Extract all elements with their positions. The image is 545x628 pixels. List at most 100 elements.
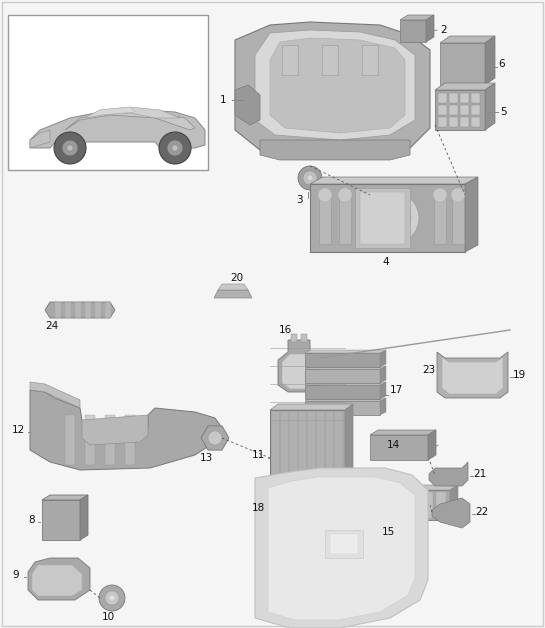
Bar xyxy=(339,194,351,244)
Polygon shape xyxy=(85,107,180,118)
Text: 23: 23 xyxy=(422,365,435,375)
Bar xyxy=(400,20,426,42)
Text: 9: 9 xyxy=(12,570,19,580)
Bar xyxy=(65,302,71,318)
Polygon shape xyxy=(30,382,80,408)
Polygon shape xyxy=(370,430,436,435)
Polygon shape xyxy=(30,130,50,148)
Text: 15: 15 xyxy=(382,527,395,537)
Polygon shape xyxy=(282,354,316,389)
Bar xyxy=(438,105,447,115)
Polygon shape xyxy=(435,83,495,90)
Bar xyxy=(270,410,345,500)
Polygon shape xyxy=(82,415,148,445)
Polygon shape xyxy=(80,495,88,540)
Text: 16: 16 xyxy=(279,325,292,335)
Bar xyxy=(460,105,469,115)
Bar xyxy=(65,415,75,465)
Bar xyxy=(317,412,324,498)
Circle shape xyxy=(298,166,322,190)
Text: 1: 1 xyxy=(220,95,227,105)
Polygon shape xyxy=(235,22,430,158)
Bar xyxy=(471,117,480,127)
Bar xyxy=(335,412,342,498)
Circle shape xyxy=(67,145,73,151)
Bar xyxy=(384,492,394,518)
Polygon shape xyxy=(450,485,458,520)
Bar xyxy=(440,43,485,85)
Polygon shape xyxy=(400,15,434,20)
Polygon shape xyxy=(305,398,386,401)
Text: 19: 19 xyxy=(513,370,526,380)
Bar xyxy=(301,334,307,342)
Bar xyxy=(452,194,464,244)
Polygon shape xyxy=(380,366,386,383)
Bar xyxy=(423,492,433,518)
Polygon shape xyxy=(380,350,386,367)
Circle shape xyxy=(451,188,465,202)
Bar xyxy=(362,45,378,75)
Bar xyxy=(322,45,338,75)
Text: 3: 3 xyxy=(296,195,302,205)
Circle shape xyxy=(167,140,183,156)
Bar xyxy=(370,435,428,460)
Bar xyxy=(436,492,446,518)
Polygon shape xyxy=(310,177,478,184)
Bar xyxy=(105,415,115,465)
Polygon shape xyxy=(355,485,458,490)
Bar xyxy=(75,302,81,318)
Polygon shape xyxy=(30,390,222,470)
Text: 12: 12 xyxy=(12,425,25,435)
Text: 2: 2 xyxy=(440,25,446,35)
Bar xyxy=(310,184,465,252)
Bar xyxy=(371,492,381,518)
Text: 4: 4 xyxy=(382,257,389,267)
Bar xyxy=(326,412,333,498)
Polygon shape xyxy=(440,36,495,43)
Bar xyxy=(325,530,363,558)
Bar xyxy=(55,302,61,318)
Polygon shape xyxy=(442,357,503,394)
Text: 8: 8 xyxy=(28,515,35,525)
Text: 22: 22 xyxy=(475,507,488,517)
Bar xyxy=(305,369,380,383)
Circle shape xyxy=(338,188,352,202)
Polygon shape xyxy=(485,36,495,85)
Circle shape xyxy=(172,145,178,151)
Bar xyxy=(319,194,331,244)
Circle shape xyxy=(54,132,86,164)
Bar xyxy=(434,194,446,244)
Bar xyxy=(272,412,279,498)
Circle shape xyxy=(303,171,317,185)
Polygon shape xyxy=(437,352,508,398)
Polygon shape xyxy=(65,112,195,130)
Circle shape xyxy=(109,595,115,601)
Bar xyxy=(308,412,315,498)
Polygon shape xyxy=(305,382,386,385)
Bar xyxy=(105,302,111,318)
Bar xyxy=(85,302,91,318)
Bar xyxy=(8,15,208,170)
Polygon shape xyxy=(270,404,353,410)
Polygon shape xyxy=(255,30,415,140)
Text: 21: 21 xyxy=(473,469,486,479)
Text: 14: 14 xyxy=(387,440,400,450)
Circle shape xyxy=(99,585,125,611)
Circle shape xyxy=(208,431,222,445)
Text: 13: 13 xyxy=(200,453,213,463)
Polygon shape xyxy=(268,477,415,620)
Bar xyxy=(268,501,328,515)
Polygon shape xyxy=(32,565,82,596)
Circle shape xyxy=(375,200,411,236)
Text: 18: 18 xyxy=(252,503,265,513)
Bar xyxy=(330,534,358,554)
Text: 17: 17 xyxy=(390,385,403,395)
Circle shape xyxy=(159,132,191,164)
Polygon shape xyxy=(85,107,135,118)
Bar xyxy=(449,105,458,115)
Polygon shape xyxy=(465,177,478,252)
Bar xyxy=(305,401,380,415)
Bar xyxy=(282,45,298,75)
Bar xyxy=(358,492,368,518)
Bar xyxy=(460,117,469,127)
